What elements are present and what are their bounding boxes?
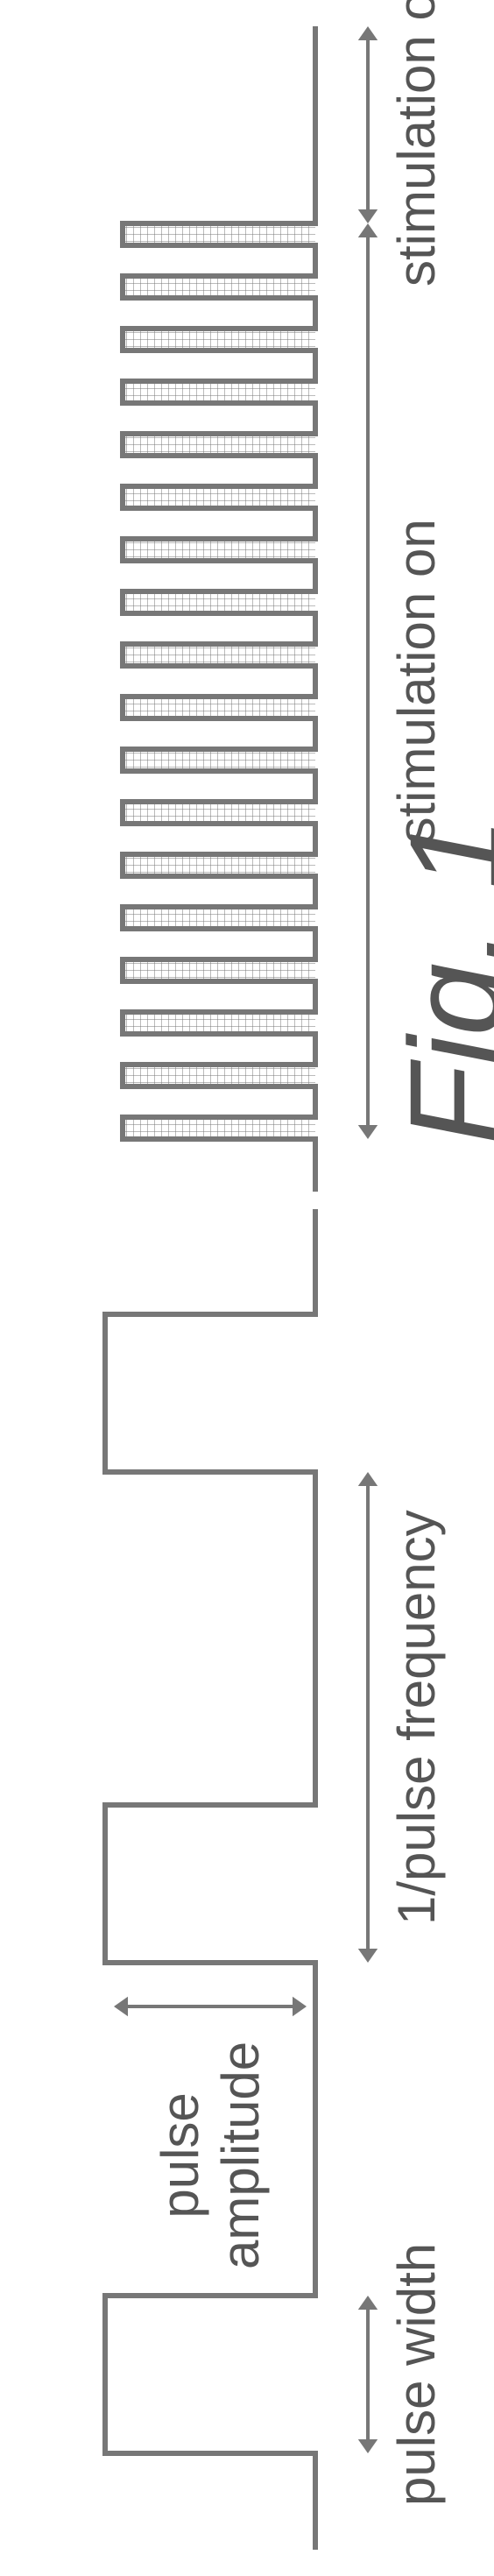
stimulation-off-label: stimulation off bbox=[386, 0, 447, 287]
detail-waveform bbox=[105, 1209, 315, 2550]
figure-stage: pulse width pulse amplitude 1/pulse freque… bbox=[0, 0, 494, 2576]
pulse-amplitude-arrow bbox=[114, 1997, 307, 2016]
pulse-frequency-arrow bbox=[358, 1472, 378, 1963]
figure-label: Fig. 1 bbox=[380, 817, 494, 1145]
pulse-amplitude-label: pulse amplitude bbox=[150, 2042, 271, 2269]
pulse-train bbox=[123, 26, 315, 1192]
inv-pulse-frequency-label: 1/pulse frequency bbox=[386, 1510, 447, 1925]
stimulation-off-arrow bbox=[358, 26, 378, 223]
pulse-width-arrow bbox=[358, 2296, 378, 2453]
stimulation-on-arrow bbox=[358, 223, 378, 1139]
pulse-width-label: pulse width bbox=[386, 2243, 447, 2506]
stimulation-on-label: stimulation on bbox=[386, 519, 447, 843]
